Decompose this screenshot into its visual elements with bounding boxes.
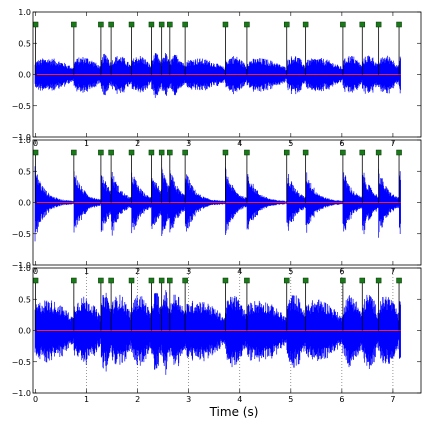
onset-marker	[33, 277, 39, 284]
x-tick-label: 0	[33, 395, 38, 404]
y-tick-label: −1.0	[12, 389, 31, 398]
y-tick-label: −0.5	[12, 102, 31, 111]
x-axis-label: Time (s)	[209, 405, 259, 419]
onset-marker	[244, 277, 250, 284]
y-tick-label: 1.0	[18, 136, 31, 145]
onset-marker	[396, 277, 402, 284]
onset-marker	[108, 21, 114, 28]
onset-marker	[108, 149, 114, 156]
x-tick-label: 4	[237, 395, 242, 404]
onset-marker	[158, 149, 165, 156]
onset-marker	[71, 149, 77, 156]
onset-marker	[128, 277, 135, 284]
onset-marker	[148, 277, 155, 284]
onset-marker	[244, 21, 250, 28]
onset-marker	[222, 149, 229, 156]
onset-marker	[375, 149, 382, 156]
onset-marker	[283, 277, 290, 284]
onset-marker	[71, 277, 77, 284]
panel-bottom: 1.00.50.0−0.5−1.00 1 2 3 4 5 6 7	[12, 264, 422, 404]
y-tick-label: 0.5	[18, 295, 31, 304]
onset-marker	[71, 21, 77, 28]
onset-marker	[128, 149, 135, 156]
y-tick-label: 1.0	[18, 8, 31, 17]
onset-marker	[128, 21, 135, 28]
plot-area-bottom	[33, 268, 402, 393]
y-tick-label: 0.5	[18, 39, 31, 48]
y-tick-label: 0.0	[18, 71, 31, 80]
onset-marker	[302, 277, 309, 284]
onset-marker	[33, 21, 39, 28]
onset-marker	[283, 149, 290, 156]
onset-marker	[108, 277, 114, 284]
onset-marker	[98, 149, 104, 156]
onset-marker	[359, 277, 366, 284]
x-tick-label: 5	[288, 395, 293, 404]
onset-marker	[340, 149, 346, 156]
y-tick-label: 1.0	[18, 264, 31, 273]
onset-marker	[359, 21, 366, 28]
onset-marker	[98, 277, 104, 284]
onset-marker	[167, 21, 173, 28]
onset-marker	[244, 149, 250, 156]
onset-marker	[98, 21, 104, 28]
x-tick-label: 1	[84, 395, 89, 404]
onset-marker	[148, 21, 155, 28]
onset-marker	[158, 21, 165, 28]
onset-marker	[283, 21, 290, 28]
onset-marker	[182, 21, 188, 28]
onset-marker	[302, 149, 309, 156]
onset-marker	[396, 21, 402, 28]
onset-marker	[340, 21, 346, 28]
onset-marker	[33, 149, 39, 156]
onset-marker	[340, 277, 346, 284]
y-tick-label: 0.0	[18, 327, 31, 336]
y-tick-label: −1.0	[12, 133, 31, 142]
onset-marker	[222, 21, 229, 28]
onset-marker	[182, 277, 188, 284]
x-tick-label: 2	[135, 395, 140, 404]
y-tick-label: −1.0	[12, 261, 31, 270]
plot-area-middle	[33, 149, 402, 242]
onset-marker	[375, 277, 382, 284]
x-tick-label: 3	[186, 395, 191, 404]
onset-marker	[222, 277, 229, 284]
y-tick-label: −0.5	[12, 358, 31, 367]
onset-marker	[359, 149, 366, 156]
plot-area-top	[33, 21, 402, 98]
x-tick-label: 7	[390, 395, 395, 404]
onset-marker	[182, 149, 188, 156]
onset-marker	[167, 277, 173, 284]
panels: 1.00.50.0−0.5−1.00 1 2 3 4 5 6 71.00.50.0−0.5−1…	[12, 8, 422, 404]
y-tick-label: 0.5	[18, 167, 31, 176]
x-tick-label: 6	[339, 395, 344, 404]
y-tick-label: −0.5	[12, 230, 31, 239]
onset-marker	[375, 21, 382, 28]
onset-marker	[158, 277, 165, 284]
onset-marker	[167, 149, 173, 156]
onset-marker	[148, 149, 155, 156]
onset-marker	[396, 149, 402, 156]
y-tick-label: 0.0	[18, 199, 31, 208]
onset-marker	[302, 21, 309, 28]
